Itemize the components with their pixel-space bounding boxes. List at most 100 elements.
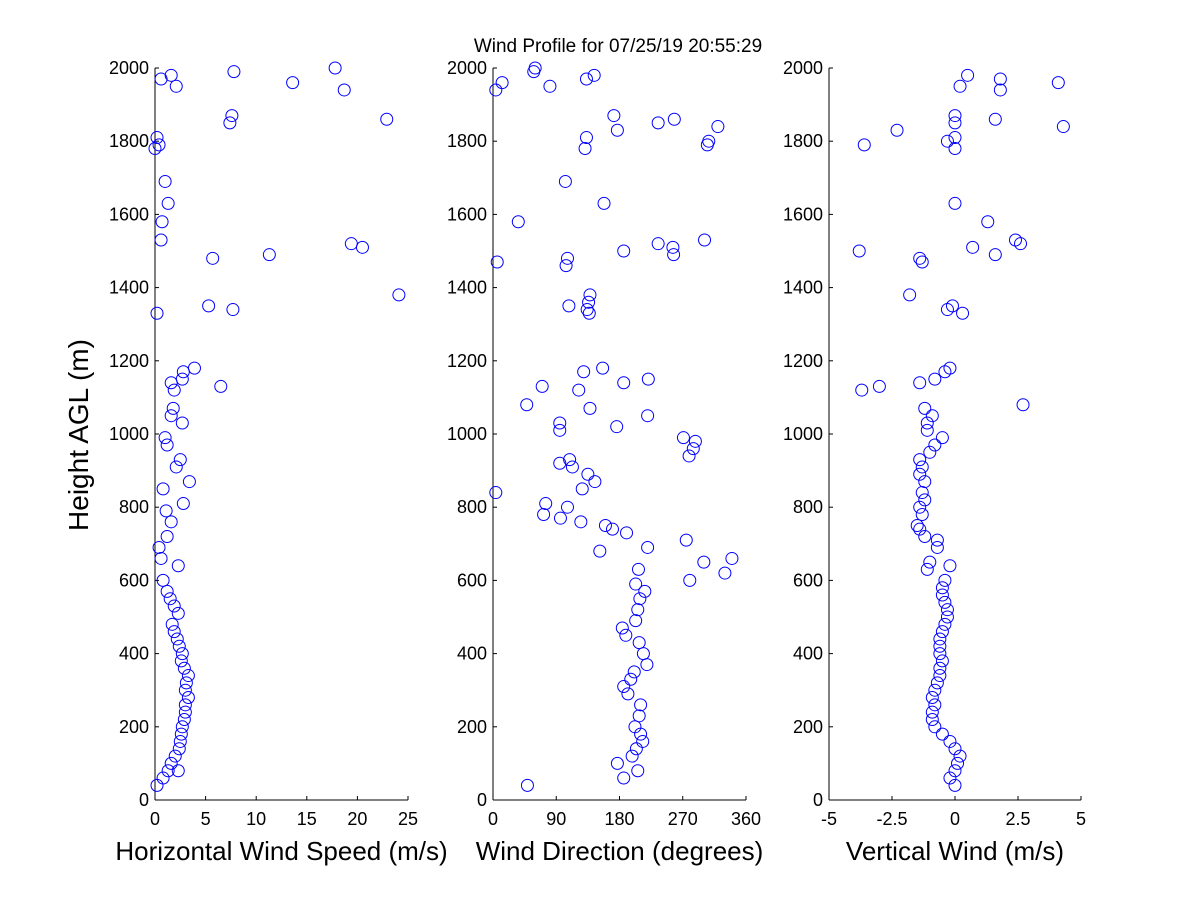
data-point	[631, 764, 645, 778]
x-tick-label: 0	[488, 809, 498, 829]
data-point	[587, 68, 601, 82]
y-tick-label: 1400	[783, 278, 823, 298]
data-point	[520, 778, 534, 792]
data-point	[286, 76, 300, 90]
data-point	[593, 544, 607, 558]
data-point	[948, 778, 962, 792]
data-point	[617, 376, 631, 390]
data-point	[344, 237, 358, 251]
data-point	[629, 742, 643, 756]
data-point	[160, 529, 174, 543]
data-point	[156, 573, 170, 587]
data-point	[166, 401, 180, 415]
x-tick-label: 90	[546, 809, 566, 829]
y-tick-label: 2000	[109, 58, 149, 78]
data-point	[537, 508, 551, 522]
data-point	[553, 416, 567, 430]
data-point	[993, 72, 1007, 86]
y-tick-label: 200	[119, 717, 149, 737]
data-point	[702, 134, 716, 148]
x-tick-label: -2.5	[876, 809, 907, 829]
data-point	[910, 519, 924, 532]
data-point	[915, 255, 929, 269]
y-tick-label: 1200	[447, 351, 487, 371]
data-point	[160, 584, 174, 598]
data-point	[583, 288, 597, 302]
data-point	[857, 138, 871, 152]
y-tick-label: 2000	[783, 58, 823, 78]
data-point	[948, 742, 962, 756]
data-point	[940, 603, 954, 617]
data-point	[154, 551, 168, 565]
data-point	[928, 720, 942, 734]
data-point	[948, 116, 962, 130]
data-point	[171, 606, 185, 620]
data-point	[520, 398, 534, 412]
data-point	[679, 533, 693, 547]
data-point	[617, 244, 631, 258]
data-point	[156, 771, 170, 785]
y-tick-label: 0	[139, 790, 149, 810]
y-tick-label: 1000	[109, 424, 149, 444]
data-point	[560, 251, 574, 265]
data-point	[181, 669, 195, 683]
data-point	[915, 460, 929, 474]
data-point	[711, 120, 725, 134]
data-point	[943, 559, 957, 573]
data-point	[177, 661, 191, 675]
data-point	[631, 603, 645, 617]
data-point	[164, 756, 178, 770]
data-point	[935, 727, 949, 741]
data-point	[168, 749, 182, 763]
data-point	[935, 431, 949, 445]
data-point	[951, 756, 965, 770]
data-point	[161, 196, 175, 210]
data-point	[617, 680, 631, 694]
y-tick-label: 400	[457, 644, 487, 664]
data-point	[226, 303, 240, 317]
data-point	[913, 453, 927, 467]
data-point	[206, 251, 220, 265]
data-point	[150, 131, 164, 145]
data-point	[638, 584, 652, 598]
data-point	[915, 486, 929, 500]
data-point	[164, 68, 178, 82]
data-point	[928, 683, 942, 697]
data-point	[174, 727, 188, 741]
data-point	[631, 562, 645, 576]
figure-title: Wind Profile for 07/25/19 20:55:29	[474, 36, 762, 57]
data-point	[583, 401, 597, 415]
data-point	[651, 116, 665, 130]
data-point	[553, 511, 567, 525]
data-point	[572, 383, 586, 397]
data-point	[169, 79, 183, 93]
data-point	[574, 515, 588, 529]
data-point	[178, 698, 192, 712]
data-point	[172, 742, 186, 756]
data-point	[543, 79, 557, 93]
x-tick-label: 5	[1076, 809, 1086, 829]
data-point	[1008, 233, 1022, 247]
data-point	[355, 240, 369, 254]
data-point	[651, 237, 665, 251]
data-point	[948, 109, 962, 123]
data-point	[159, 504, 173, 518]
data-point	[981, 215, 995, 229]
data-point	[174, 654, 188, 668]
data-point	[925, 712, 939, 726]
y-tick-label: 800	[793, 497, 823, 517]
data-point	[933, 632, 947, 646]
data-point	[948, 196, 962, 210]
data-point	[920, 562, 934, 576]
data-point	[225, 109, 239, 123]
data-point	[918, 493, 932, 507]
data-point	[686, 442, 700, 456]
y-tick-label: 1600	[447, 204, 487, 224]
data-point	[202, 299, 216, 313]
x-tick-label: 0	[950, 809, 960, 829]
data-point	[565, 460, 579, 474]
data-point	[923, 445, 937, 459]
data-point	[698, 233, 712, 247]
data-point	[562, 299, 576, 313]
data-point	[918, 475, 932, 489]
